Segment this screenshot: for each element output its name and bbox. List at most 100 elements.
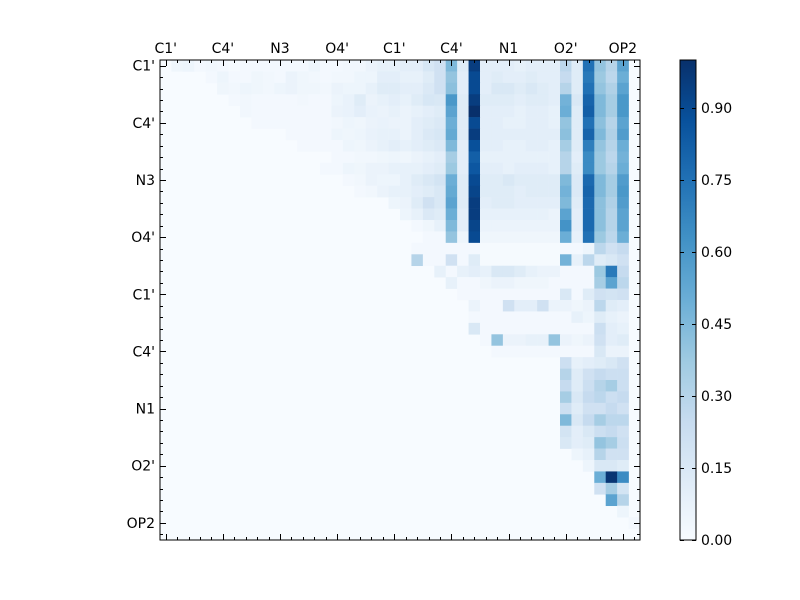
heatmap-cell xyxy=(342,174,355,187)
heatmap-cell xyxy=(411,208,424,221)
heatmap-cell xyxy=(400,151,412,164)
heatmap-cell xyxy=(308,82,321,95)
heatmap-cell xyxy=(617,117,629,129)
heatmap-cell xyxy=(240,60,252,72)
heatmap-cell xyxy=(594,448,607,461)
heatmap-cell xyxy=(582,151,595,164)
heatmap-cell xyxy=(525,254,538,267)
colorbar-tick-label: 0.15 xyxy=(701,461,732,477)
heatmap-cell xyxy=(617,208,629,221)
heatmap-cell xyxy=(537,60,549,72)
heatmap-cell xyxy=(411,185,424,198)
heatmap-cell xyxy=(388,185,401,198)
heatmap-cell xyxy=(514,128,527,141)
heatmap-cell xyxy=(434,128,447,141)
heatmap-cell xyxy=(594,82,607,95)
heatmap-cell xyxy=(468,231,481,244)
heatmap-cell xyxy=(365,94,378,107)
heatmap-cell xyxy=(411,242,424,255)
heatmap-cell xyxy=(422,197,435,209)
heatmap-cell xyxy=(388,128,401,141)
heatmap-cell xyxy=(582,345,595,358)
heatmap-cell xyxy=(377,140,389,152)
heatmap-cell xyxy=(331,140,344,152)
x-tick-label: C4' xyxy=(212,41,235,57)
heatmap-cell xyxy=(582,265,595,278)
heatmap-cell xyxy=(525,220,538,232)
heatmap-cell xyxy=(331,162,344,175)
heatmap-cell xyxy=(594,345,607,358)
heatmap-cell xyxy=(525,277,538,289)
heatmap-cell xyxy=(560,254,572,267)
heatmap-cell xyxy=(342,151,355,164)
heatmap-cell xyxy=(434,117,447,129)
heatmap-cell xyxy=(605,334,618,347)
heatmap-cell xyxy=(422,128,435,141)
heatmap-cell xyxy=(480,334,492,347)
heatmap-cell xyxy=(605,460,618,472)
heatmap-cell xyxy=(502,220,515,232)
heatmap-cell xyxy=(388,174,401,187)
heatmap-cell xyxy=(548,231,561,244)
heatmap-cell xyxy=(560,368,572,381)
heatmap-cell xyxy=(514,220,527,232)
heatmap-cell xyxy=(571,414,584,427)
heatmap-cell xyxy=(617,368,629,381)
heatmap-cell xyxy=(491,288,504,301)
heatmap-cell xyxy=(491,128,504,141)
heatmap-cell xyxy=(411,140,424,152)
heatmap-cell xyxy=(537,311,549,324)
heatmap-cell xyxy=(331,82,344,95)
heatmap-cell xyxy=(480,197,492,209)
heatmap-cell xyxy=(205,60,218,72)
heatmap-cell xyxy=(605,391,618,404)
heatmap-cell xyxy=(594,71,607,84)
heatmap-cell xyxy=(514,140,527,152)
heatmap-cell xyxy=(468,254,481,267)
heatmap-cell xyxy=(331,94,344,107)
heatmap-cell xyxy=(320,117,332,129)
heatmap-cell xyxy=(605,82,618,95)
heatmap-cell xyxy=(480,128,492,141)
heatmap-cell xyxy=(434,162,447,175)
heatmap-cell xyxy=(571,437,584,449)
heatmap-cell xyxy=(605,185,618,198)
heatmap-cell xyxy=(434,140,447,152)
heatmap-cell xyxy=(560,288,572,301)
heatmap-cell xyxy=(400,94,412,107)
heatmap-cell xyxy=(445,208,458,221)
heatmap-cell xyxy=(354,185,367,198)
heatmap-cell xyxy=(457,117,469,129)
heatmap-cell xyxy=(400,105,412,118)
heatmap-cell xyxy=(342,105,355,118)
heatmap-cell xyxy=(400,140,412,152)
heatmap-cell xyxy=(525,82,538,95)
heatmap-cell xyxy=(571,94,584,107)
heatmap-cell xyxy=(514,265,527,278)
heatmap-cell xyxy=(571,277,584,289)
heatmap-cell xyxy=(514,197,527,209)
heatmap-cell xyxy=(468,288,481,301)
heatmap-cell xyxy=(617,322,629,335)
heatmap-cell xyxy=(582,368,595,381)
heatmap-cell xyxy=(457,231,469,244)
heatmap-cell xyxy=(537,105,549,118)
heatmap-cell xyxy=(582,380,595,392)
heatmap-cell xyxy=(480,71,492,84)
heatmap-cell xyxy=(388,162,401,175)
heatmap-cell xyxy=(217,71,229,84)
heatmap-cell xyxy=(582,334,595,347)
heatmap-cell xyxy=(502,128,515,141)
heatmap-cell xyxy=(502,265,515,278)
heatmap-cell xyxy=(571,357,584,369)
heatmap-cell xyxy=(560,231,572,244)
heatmap-cell xyxy=(605,425,618,438)
heatmap-cell xyxy=(457,128,469,141)
heatmap-cell xyxy=(240,71,252,84)
heatmap-cell xyxy=(617,300,629,312)
heatmap-cell xyxy=(605,437,618,449)
heatmap-cell xyxy=(617,185,629,198)
heatmap-cell xyxy=(537,300,549,312)
heatmap-cell xyxy=(605,402,618,415)
heatmap-cell xyxy=(445,174,458,187)
